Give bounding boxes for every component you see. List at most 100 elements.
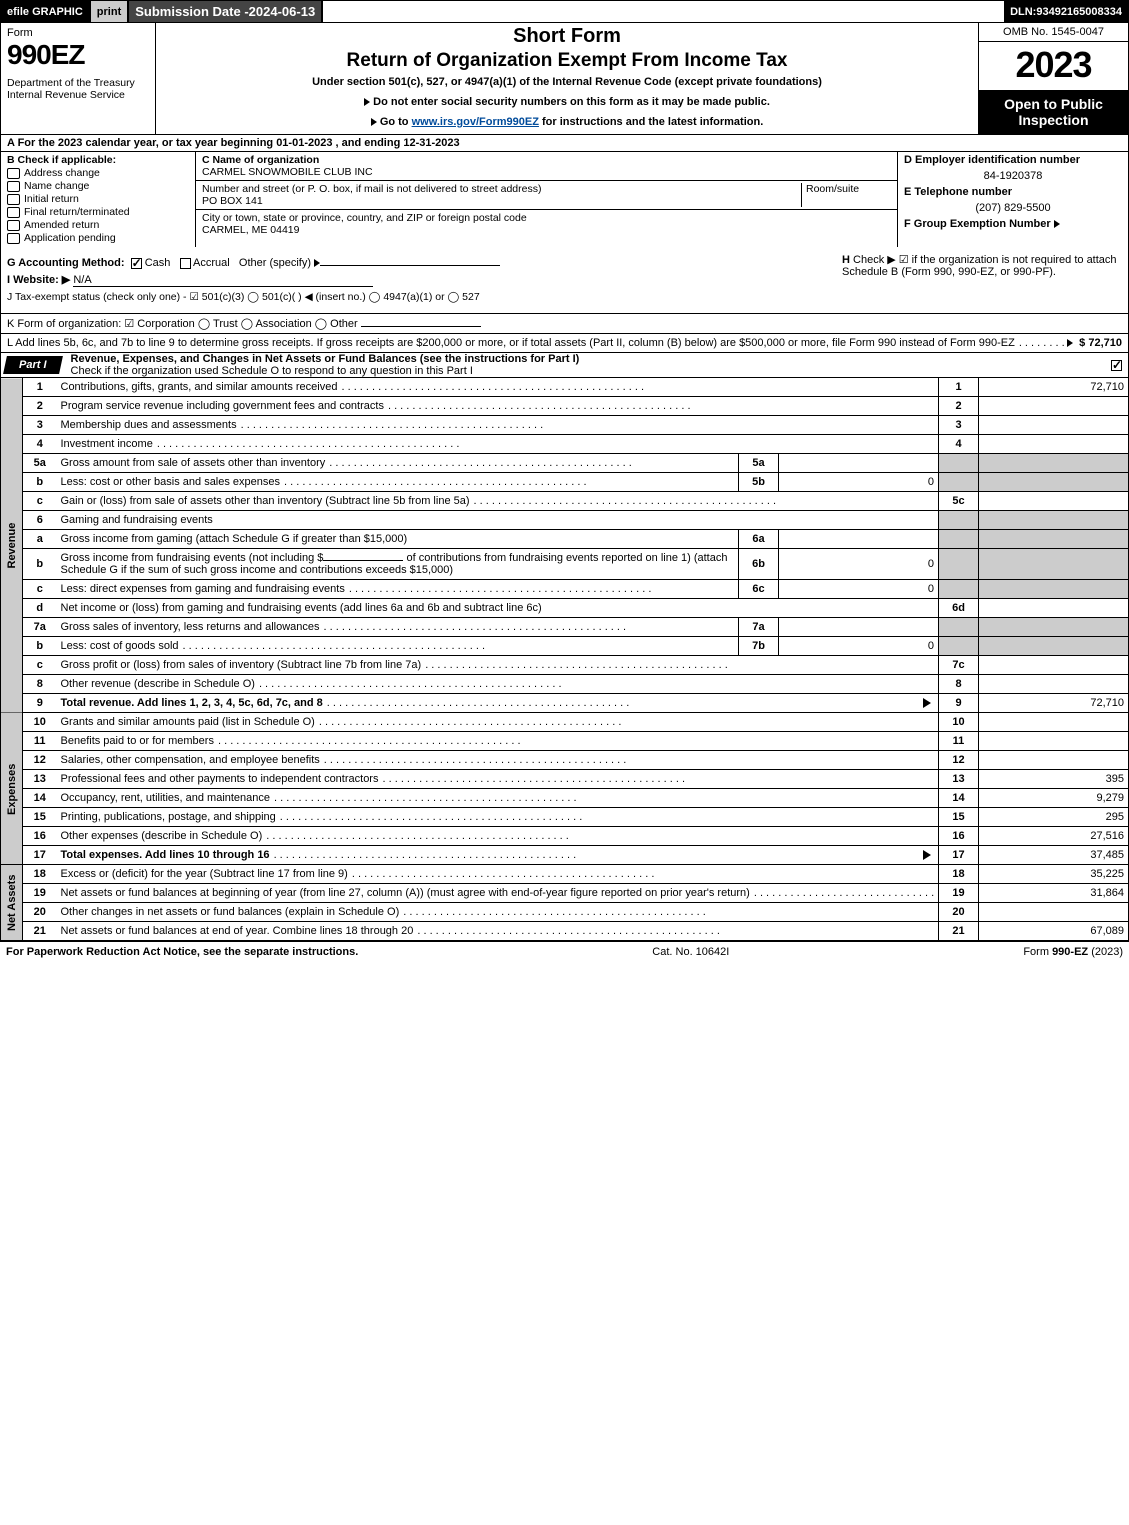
line-2: 2 Program service revenue including gove… — [1, 397, 1129, 416]
row-k: K Form of organization: ☑ Corporation ◯ … — [0, 314, 1129, 334]
submission-date-label: Submission Date - — [135, 4, 248, 19]
print-button[interactable]: print — [91, 1, 129, 22]
col-b-checkboxes: B Check if applicable: Address change Na… — [1, 152, 196, 247]
arrow-icon — [1054, 220, 1060, 228]
row-h: H Check ▶ ☑ if the organization is not r… — [842, 253, 1122, 307]
chk-label: Final return/terminated — [24, 206, 130, 218]
f-label: F Group Exemption Number — [904, 218, 1051, 230]
row-a-taxyear: A For the 2023 calendar year, or tax yea… — [0, 135, 1129, 152]
submission-date-value: 2024-06-13 — [249, 4, 316, 19]
arrow-icon — [923, 698, 931, 708]
line-amount: 72,710 — [979, 378, 1129, 397]
submission-date: Submission Date - 2024-06-13 — [129, 1, 323, 22]
line-12: 12 Salaries, other compensation, and emp… — [1, 751, 1129, 770]
e-phone: (207) 829-5500 — [898, 200, 1128, 216]
goto-line: Go to www.irs.gov/Form990EZ for instruct… — [162, 116, 972, 128]
page-footer: For Paperwork Reduction Act Notice, see … — [0, 941, 1129, 962]
expenses-label: Expenses — [1, 713, 23, 865]
part-i-checkbox[interactable] — [1111, 359, 1128, 371]
line-6a: a Gross income from gaming (attach Sched… — [1, 530, 1129, 549]
tax-year: 2023 — [979, 42, 1128, 90]
line6b-input[interactable] — [323, 560, 403, 561]
line-3: 3 Membership dues and assessments 3 — [1, 416, 1129, 435]
org-name: CARMEL SNOWMOBILE CLUB INC — [202, 166, 373, 178]
chk-initial-return[interactable]: Initial return — [7, 193, 189, 205]
footer-right: Form 990-EZ (2023) — [1023, 946, 1123, 958]
line-7b: b Less: cost of goods sold 7b 0 — [1, 637, 1129, 656]
part-i-checknote: Check if the organization used Schedule … — [71, 365, 473, 377]
line-13: 13 Professional fees and other payments … — [1, 770, 1129, 789]
line-14: 14 Occupancy, rent, utilities, and maint… — [1, 789, 1129, 808]
netassets-label: Net Assets — [1, 865, 23, 941]
line-5c: c Gain or (loss) from sale of assets oth… — [1, 492, 1129, 511]
line-10: Expenses 10 Grants and similar amounts p… — [1, 713, 1129, 732]
warn-ssn: Do not enter social security numbers on … — [162, 96, 972, 108]
efile-label: efile GRAPHIC — [1, 1, 91, 22]
chk-label: Name change — [24, 180, 89, 192]
row-j: J Tax-exempt status (check only one) - ☑… — [7, 291, 822, 303]
dln-label: DLN: — [1010, 6, 1036, 18]
k-other-input[interactable] — [361, 326, 481, 327]
dots — [1015, 337, 1067, 349]
g-accrual: Accrual — [193, 257, 230, 269]
chk-application-pending[interactable]: Application pending — [7, 232, 189, 244]
header-left: Form 990EZ Department of the Treasury In… — [1, 23, 156, 134]
form-number: 990EZ — [7, 39, 149, 71]
line-1: Revenue 1 Contributions, gifts, grants, … — [1, 378, 1129, 397]
chk-label: Initial return — [24, 193, 79, 205]
line-5b: b Less: cost or other basis and sales ex… — [1, 473, 1129, 492]
d-label: D Employer identification number — [898, 152, 1128, 168]
form-header: Form 990EZ Department of the Treasury In… — [0, 23, 1129, 135]
section-bcdef: B Check if applicable: Address change Na… — [0, 152, 1129, 247]
chk-accrual[interactable] — [180, 258, 191, 269]
l-amount: $ 72,710 — [1073, 337, 1122, 349]
c-name-row: C Name of organization CARMEL SNOWMOBILE… — [196, 152, 897, 181]
chk-address-change[interactable]: Address change — [7, 167, 189, 179]
chk-label: Application pending — [24, 232, 116, 244]
c-addr-row: Number and street (or P. O. box, if mail… — [196, 181, 897, 210]
chk-cash[interactable] — [131, 258, 142, 269]
dln: DLN: 93492165008334 — [1004, 1, 1128, 22]
org-address: PO BOX 141 — [202, 195, 263, 207]
chk-amended-return[interactable]: Amended return — [7, 219, 189, 231]
b-header: B Check if applicable: — [7, 154, 189, 166]
row-i: I Website: ▶ N/A — [7, 273, 822, 287]
line-num: 1 — [23, 378, 57, 397]
part-i-title: Revenue, Expenses, and Changes in Net As… — [61, 353, 580, 377]
line-18: Net Assets 18 Excess or (deficit) for th… — [1, 865, 1129, 884]
line-17: 17 Total expenses. Add lines 10 through … — [1, 846, 1129, 865]
website-value: N/A — [73, 274, 373, 287]
form-word: Form — [7, 27, 149, 39]
line-desc: Contributions, gifts, grants, and simila… — [61, 381, 338, 393]
c-city-label: City or town, state or province, country… — [202, 212, 527, 224]
org-city: CARMEL, ME 04419 — [202, 224, 299, 236]
title-shortform: Short Form — [162, 25, 972, 48]
header-center: Short Form Return of Organization Exempt… — [156, 23, 978, 134]
g-other-input[interactable] — [320, 265, 500, 266]
l-text: L Add lines 5b, 6c, and 7b to line 9 to … — [7, 337, 1015, 349]
open-public: Open to Public Inspection — [979, 90, 1128, 134]
col-c-orginfo: C Name of organization CARMEL SNOWMOBILE… — [196, 152, 898, 247]
chk-final-return[interactable]: Final return/terminated — [7, 206, 189, 218]
f-row: F Group Exemption Number — [898, 216, 1128, 232]
footer-left: For Paperwork Reduction Act Notice, see … — [6, 946, 358, 958]
line-4: 4 Investment income 4 — [1, 435, 1129, 454]
irs-link[interactable]: www.irs.gov/Form990EZ — [412, 116, 539, 128]
col-def: D Employer identification number 84-1920… — [898, 152, 1128, 247]
line-11: 11 Benefits paid to or for members 11 — [1, 732, 1129, 751]
line-20: 20 Other changes in net assets or fund b… — [1, 903, 1129, 922]
line-16: 16 Other expenses (describe in Schedule … — [1, 827, 1129, 846]
e-label: E Telephone number — [898, 184, 1128, 200]
ghi-left: G Accounting Method: Cash Accrual Other … — [7, 253, 822, 307]
part-i-tab: Part I — [3, 356, 62, 374]
line-col: 1 — [939, 378, 979, 397]
part-i-header: Part I Revenue, Expenses, and Changes in… — [0, 353, 1129, 378]
department: Department of the Treasury Internal Reve… — [7, 77, 149, 101]
lines-table: Revenue 1 Contributions, gifts, grants, … — [0, 378, 1129, 941]
dln-value: 93492165008334 — [1036, 6, 1122, 18]
subtitle: Under section 501(c), 527, or 4947(a)(1)… — [162, 76, 972, 88]
line-7c: c Gross profit or (loss) from sales of i… — [1, 656, 1129, 675]
chk-label: Amended return — [24, 219, 99, 231]
row-g: G Accounting Method: Cash Accrual Other … — [7, 257, 822, 269]
chk-name-change[interactable]: Name change — [7, 180, 189, 192]
